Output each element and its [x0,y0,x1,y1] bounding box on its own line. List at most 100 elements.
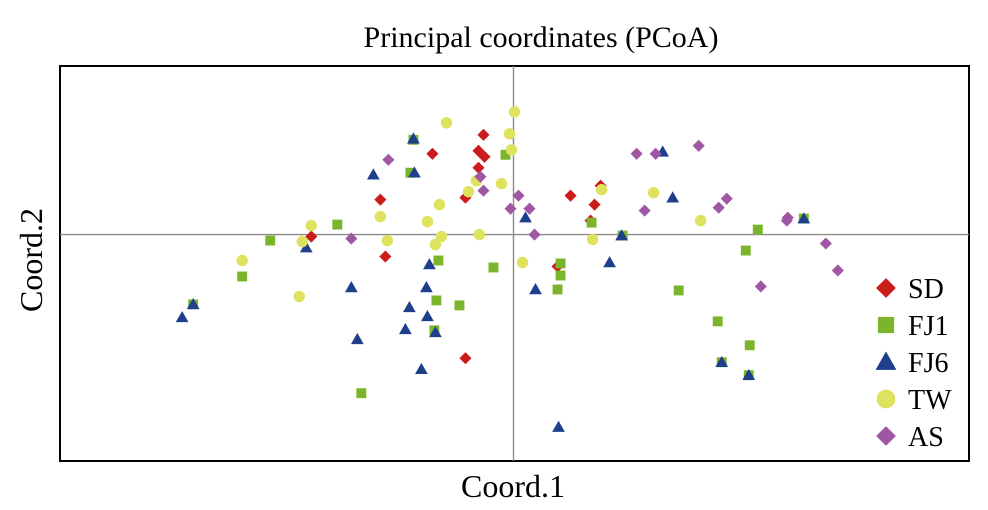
point-tw-13 [381,234,394,247]
point-fj6-9 [420,281,433,293]
y-axis-label: Coord.2 [13,208,49,312]
point-fj6-6 [299,241,313,253]
point-as-16 [780,214,793,227]
point-as-6 [523,202,536,215]
legend-marker-fj6 [875,351,897,370]
point-fj1-2 [500,149,511,160]
point-fj6-23 [742,368,756,381]
point-fj6-7 [423,258,436,270]
point-as-9 [630,147,643,160]
point-fj6-5 [519,211,532,223]
point-tw-21 [647,186,660,199]
point-tw-11 [435,230,448,243]
point-fj1-17 [586,217,597,228]
point-as-19 [754,280,767,293]
point-fj1-21 [744,340,755,351]
point-tw-15 [296,235,308,248]
point-tw-14 [305,219,317,232]
point-fj6-3 [366,168,380,180]
legend-marker-tw [876,389,896,409]
point-tw-7 [462,185,475,198]
point-sd-3 [472,144,485,157]
legend-label-as: AS [908,422,944,453]
series-as [345,139,844,293]
point-tw-9 [374,210,387,223]
point-tw-18 [293,290,305,303]
point-fj6-4 [408,166,421,178]
point-as-18 [831,264,844,277]
legend-label-sd: SD [908,274,944,305]
point-sd-7 [374,193,387,206]
point-tw-2 [508,106,521,118]
point-fj1-14 [454,300,465,311]
point-fj6-15 [415,362,428,375]
point-fj1-11 [555,270,566,281]
point-as-13 [720,192,733,205]
legend-marker-as [876,426,896,446]
point-sd-9 [379,250,392,263]
point-sd-2 [426,147,439,160]
point-sd-5 [472,161,485,174]
point-tw-22 [694,214,707,227]
point-as-17 [819,237,832,250]
point-as-2 [474,170,487,183]
point-tw-12 [473,228,486,241]
point-fj1-16 [356,388,367,399]
point-fj6-19 [603,256,616,268]
point-fj6-20 [615,229,628,241]
x-axis-label: Coord.1 [461,468,565,504]
point-sd-15 [459,352,472,365]
legend-marker-fj1 [877,316,895,334]
point-fj1-24 [752,224,763,235]
point-sd-6 [459,191,472,204]
point-fj1-12 [552,284,563,295]
point-fj6-1 [407,132,420,144]
point-as-8 [345,232,358,245]
point-as-3 [477,184,490,197]
point-fj6-17 [175,310,189,323]
point-as-4 [504,202,517,215]
point-tw-10 [421,215,434,228]
point-tw-5 [495,177,508,190]
point-as-1 [382,153,395,166]
series-fj6 [175,132,811,432]
point-sd-12 [588,198,601,211]
chart-title: Principal coordinates (PCoA) [364,21,719,54]
point-as-14 [638,204,651,217]
point-fj6-10 [403,301,416,313]
series-tw [236,106,707,303]
point-fj1-25 [740,245,751,256]
point-fj6-8 [344,281,358,293]
point-as-11 [692,139,705,152]
legend-label-fj1: FJ1 [908,311,948,342]
series-fj1 [188,134,809,399]
point-fj6-24 [797,212,811,224]
legend-label-tw: TW [908,385,952,416]
point-fj6-14 [350,332,364,345]
point-fj6-22 [715,355,729,368]
point-as-10 [649,147,662,160]
point-fj1-13 [431,295,442,306]
point-tw-16 [429,238,442,251]
point-tw-20 [595,183,608,196]
point-fj1-8 [433,255,444,266]
point-as-5 [512,189,525,202]
point-sd-10 [564,189,577,202]
legend-marker-sd [876,278,896,298]
point-fj1-9 [488,262,499,273]
point-sd-1 [477,128,490,141]
data-points-layer [175,106,844,432]
point-tw-8 [433,198,446,211]
point-fj6-13 [429,325,442,338]
legend-label-fj6: FJ6 [908,348,948,379]
point-tw-3 [505,144,518,156]
point-fj1-10 [555,258,566,269]
point-tw-19 [516,256,529,269]
series-sd [305,128,607,365]
point-fj6-16 [186,298,200,310]
point-fj6-25 [552,420,565,432]
point-as-7 [528,228,541,241]
point-fj6-11 [421,309,434,322]
point-fj1-20 [712,316,723,327]
